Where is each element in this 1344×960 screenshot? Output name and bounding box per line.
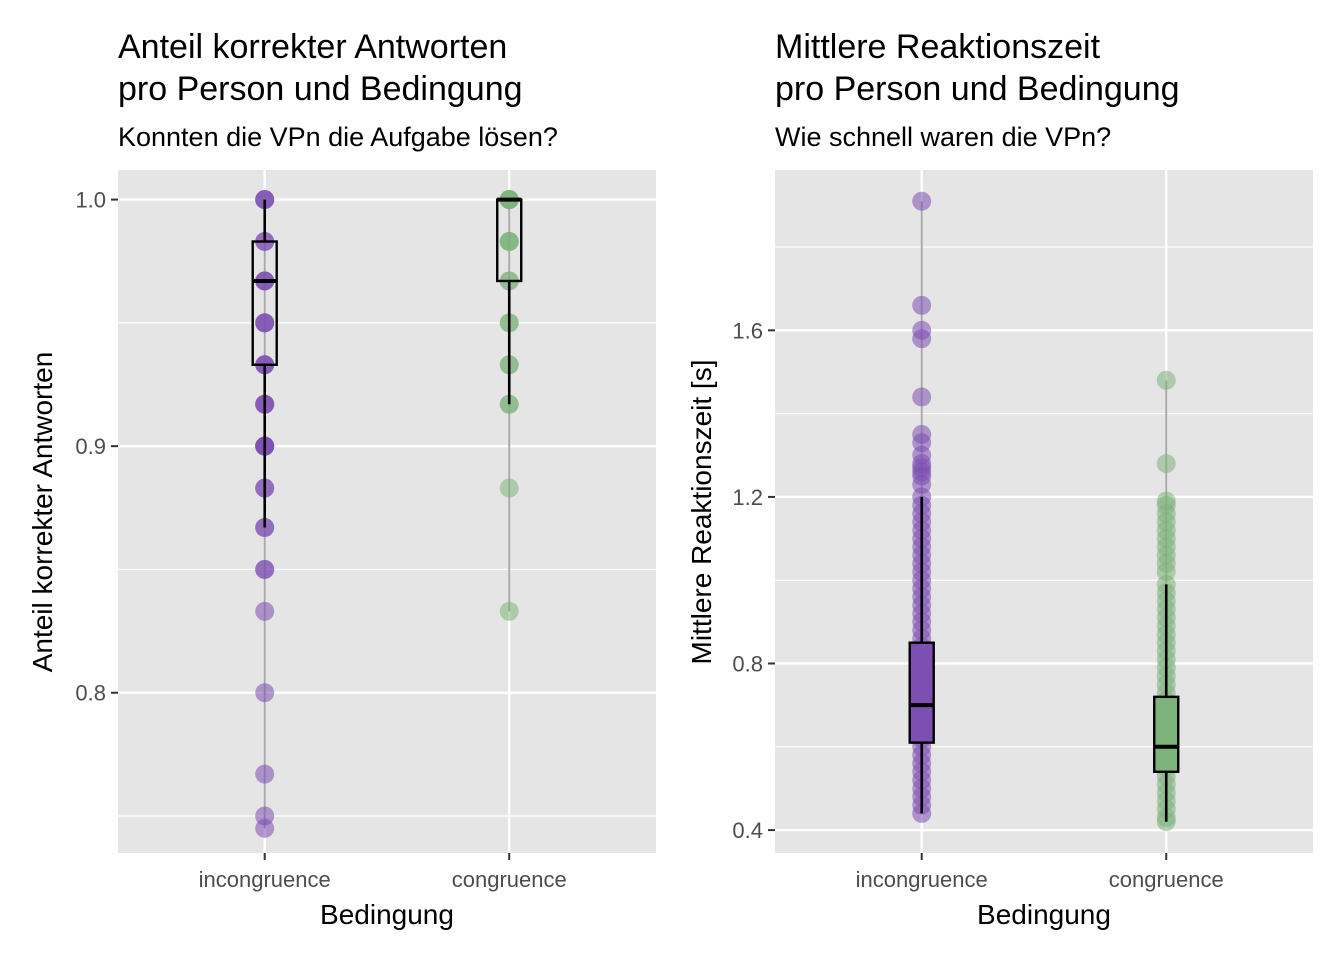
x-axis-title: Bedingung bbox=[977, 899, 1111, 930]
data-point bbox=[1156, 454, 1176, 474]
data-point bbox=[499, 478, 519, 498]
chart-title-line2: pro Person und Bedingung bbox=[775, 70, 1180, 108]
y-tick-label: 0.9 bbox=[75, 434, 106, 459]
x-axis-title: Bedingung bbox=[320, 899, 454, 930]
plot-panel bbox=[775, 170, 1313, 853]
chart-title-line1: Anteil korrekter Antworten bbox=[118, 28, 507, 66]
box bbox=[251, 240, 278, 366]
data-point bbox=[255, 683, 275, 703]
data-point bbox=[912, 329, 932, 349]
box bbox=[908, 641, 935, 744]
x-tick-label: incongruence bbox=[856, 867, 988, 892]
data-point bbox=[255, 559, 275, 579]
x-tick-label: congruence bbox=[452, 867, 567, 892]
data-point bbox=[499, 601, 519, 621]
axes: 0.8 0.9 1.0 incongruence congruence bbox=[75, 188, 566, 892]
data-point bbox=[1156, 370, 1176, 390]
data-point bbox=[912, 387, 932, 407]
y-tick-label: 0.8 bbox=[732, 652, 763, 677]
chart-subtitle: Wie schnell waren die VPn? bbox=[775, 122, 1111, 152]
data-point bbox=[255, 601, 275, 621]
plot-panel bbox=[118, 170, 656, 853]
y-tick-label: 1.6 bbox=[732, 318, 763, 343]
box bbox=[1153, 695, 1180, 773]
x-tick-label: congruence bbox=[1109, 867, 1224, 892]
y-axis-title: Anteil korrekter Antworten bbox=[27, 352, 58, 673]
data-point bbox=[912, 191, 932, 211]
y-tick-label: 1.0 bbox=[75, 188, 106, 213]
data-point bbox=[912, 295, 932, 315]
chart-subtitle: Konnten die VPn die Aufgabe lösen? bbox=[118, 122, 558, 152]
data-point bbox=[255, 313, 275, 333]
x-tick-label: incongruence bbox=[199, 867, 331, 892]
chart-title-line2: pro Person und Bedingung bbox=[118, 70, 523, 108]
data-point bbox=[499, 232, 519, 252]
y-axis-title: Mittlere Reaktionszeit [s] bbox=[686, 360, 717, 665]
data-point bbox=[255, 818, 275, 838]
data-point bbox=[255, 764, 275, 784]
plot-marks bbox=[908, 191, 1180, 832]
y-tick-label: 0.4 bbox=[732, 818, 763, 843]
y-tick-label: 1.2 bbox=[732, 485, 763, 510]
reaction-time-chart: Mittlere Reaktionszeit pro Person und Be… bbox=[686, 28, 1313, 930]
axes: 0.4 0.8 1.2 1.6 incongruence congruence bbox=[732, 318, 1223, 892]
plot-marks bbox=[251, 190, 523, 838]
y-tick-label: 0.8 bbox=[75, 681, 106, 706]
accuracy-chart: Anteil korrekter Antworten pro Person un… bbox=[27, 28, 656, 930]
chart-title-line1: Mittlere Reaktionszeit bbox=[775, 28, 1101, 66]
